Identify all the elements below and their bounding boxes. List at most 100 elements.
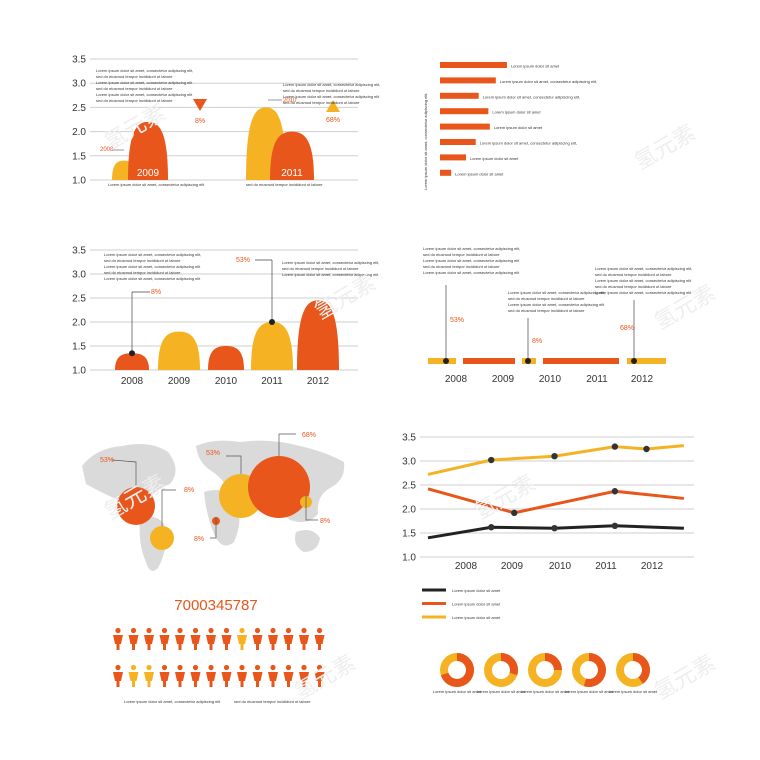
person-body <box>252 672 263 687</box>
person-head <box>239 664 245 671</box>
timeline-text-line: Lorem ipsum dolor sit amet, consectetur … <box>508 302 605 307</box>
person-icon <box>268 664 278 687</box>
svg-text:氢元素: 氢元素 <box>651 651 721 706</box>
map-bubble-label: 53% <box>100 457 114 464</box>
person-icon <box>144 627 154 650</box>
person-body <box>128 635 139 650</box>
timeline-text-c: Lorem ipsum dolor sit amet, consectetur … <box>595 266 692 295</box>
peaks-intro-line: sed do eiusmod tempor incididunt ut labo… <box>96 98 173 103</box>
bell-text-right: Lorem ipsum dolor sit amet, consectetur … <box>282 260 379 277</box>
y-tick-label: 3.0 <box>72 79 86 90</box>
peaks-intro-line: Lorem ipsum dolor sit amet, consectetur … <box>96 68 193 73</box>
hbar <box>440 108 489 115</box>
person-body <box>221 672 232 687</box>
person-body <box>144 672 154 687</box>
peaks-caption-left: Lorem ipsum dolor sit amet, consectetur … <box>108 182 205 187</box>
small-label-2010: 2010 <box>283 98 297 104</box>
bell-y-ticks: 3.5 3.0 2.5 2.0 1.5 1.0 <box>72 246 86 377</box>
person-head <box>115 664 121 671</box>
bell-text-line: Lorem ipsum dolor sit amet, consectetur … <box>104 252 201 257</box>
y-tick-label: 3.0 <box>72 270 86 281</box>
person-icon <box>113 664 123 687</box>
peak-shape-2009 <box>128 121 168 180</box>
hbar <box>440 77 496 84</box>
timeline-text-line: Lorem ipsum dolor sit amet, consectetur … <box>595 290 692 295</box>
person-icon <box>299 664 309 687</box>
person-head <box>301 627 307 634</box>
map-bubble <box>150 526 174 550</box>
map-bubble-label: 53% <box>206 450 220 457</box>
peaks-caption-right: sed do eiusmod tempor incididunt ut labo… <box>246 182 323 187</box>
person-icon <box>252 664 263 687</box>
timeline-text-line: sed do eiusmod tempor incididunt ut labo… <box>508 308 585 313</box>
map-bubble-label: 8% <box>194 536 204 543</box>
person-body <box>283 635 294 650</box>
hbar <box>440 123 490 130</box>
line-y-ticks: 3.5 3.0 2.5 2.0 1.5 1.0 <box>402 433 416 564</box>
timeline-text-line: sed do eiusmod tempor incididunt ut labo… <box>595 284 672 289</box>
peaks-intro-line: Lorem ipsum dolor sit amet, consectetur … <box>96 80 193 85</box>
timeline-text-line: Lorem ipsum dolor sit amet, consectetur … <box>595 266 692 271</box>
timeline-segment <box>543 358 619 364</box>
y-tick-label: 1.0 <box>72 366 86 377</box>
map-bubble-label: 68% <box>302 432 316 439</box>
line-point <box>611 443 619 450</box>
person-body <box>144 635 154 650</box>
person-head <box>130 664 137 671</box>
y-tick-label: 1.5 <box>72 151 86 162</box>
callout-label: 8% <box>151 289 161 296</box>
svg-text:氢元素: 氢元素 <box>311 271 381 326</box>
person-body <box>252 635 263 650</box>
peaks-right-text: Lorem ipsum dolor sit amet, consectetur … <box>283 82 380 105</box>
timeline-callout: 68% <box>620 325 634 332</box>
timeline-segment <box>428 358 456 364</box>
person-head <box>223 627 230 634</box>
timeline-callout: 53% <box>450 317 464 324</box>
timeline-x-label: 2008 <box>445 374 468 385</box>
panel-line-chart: 3.53.02.52.01.51.0 2008 2009 2010 2011 2012 … <box>402 433 694 620</box>
person-icon <box>237 627 247 650</box>
panel-world-map: 53% 8% 8% 53% 68% 8% <box>82 432 345 571</box>
person-icon <box>128 627 139 650</box>
timeline-text-line: Lorem ipsum dolor sit amet, consectetur … <box>423 246 520 251</box>
y-tick-label: 1.5 <box>402 529 416 540</box>
line-point <box>511 509 518 517</box>
person-head <box>316 627 323 634</box>
person-head <box>254 664 261 671</box>
timeline-text-line: Lorem ipsum dolor sit amet, consectetur … <box>595 278 692 283</box>
person-icon <box>221 627 232 650</box>
person-icon <box>190 627 201 650</box>
person-head <box>161 627 168 634</box>
person-icon <box>221 664 232 687</box>
timeline-x-labels: 2008 2009 2010 2011 2012 <box>445 374 654 385</box>
pictogram-people <box>113 627 325 687</box>
line-x-label: 2009 <box>501 561 524 572</box>
svg-text:氢元素: 氢元素 <box>471 471 541 526</box>
map-bubbles: 53% 8% 8% 53% 68% 8% <box>100 432 330 550</box>
person-icon <box>237 664 247 687</box>
peak-shape-2011 <box>270 131 314 180</box>
map-bubble <box>117 487 155 525</box>
person-head <box>208 627 214 634</box>
person-body <box>159 672 170 687</box>
peaks-intro-line: Lorem ipsum dolor sit amet, consectetur … <box>96 92 193 97</box>
pictogram-caption-left: Lorem ipsum dolor sit amet, consectetur … <box>124 699 221 704</box>
timeline-segment <box>463 358 515 364</box>
person-head <box>130 627 137 634</box>
peaks-right-line: Lorem ipsum dolor sit amet, consectetur … <box>283 82 380 87</box>
donut-share <box>583 653 607 687</box>
hbar-label: Lorem ipsum dolor sit amet, consectetur … <box>483 94 580 99</box>
timeline-text-line: sed do eiusmod tempor incididunt ut labo… <box>508 296 585 301</box>
person-head <box>192 627 199 634</box>
timeline-callout: 8% <box>532 338 542 345</box>
person-icon <box>175 664 185 687</box>
person-body <box>206 672 216 687</box>
bell-text-line: Lorem ipsum dolor sit amet, consectetur … <box>104 264 201 269</box>
triangle-down-icon <box>193 99 207 111</box>
line-point <box>488 524 495 531</box>
map-bubble <box>248 456 310 518</box>
line-point <box>643 445 650 453</box>
line-point <box>611 522 619 529</box>
bell-shapes: 8% 53% <box>115 257 339 370</box>
